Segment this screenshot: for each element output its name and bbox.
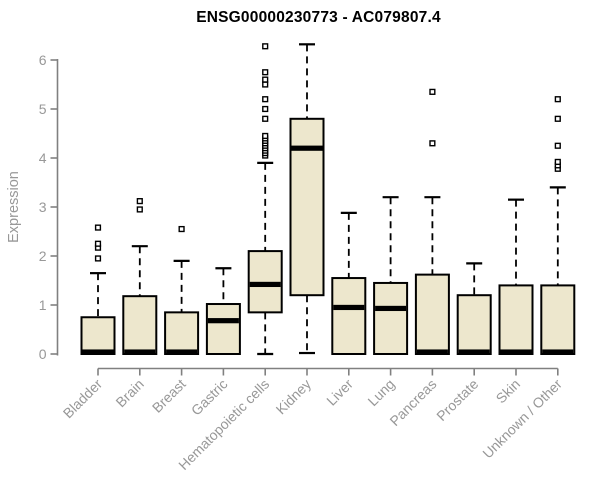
iqr-box [331,277,367,355]
y-tick-label: 0 [39,346,47,362]
y-axis-title: Expression [6,171,22,243]
iqr-box [247,250,283,314]
median-line [542,349,574,355]
outlier-point [136,198,143,205]
boxplot-breast [164,225,200,356]
outlier-point [554,158,561,166]
outlier-point [429,140,436,147]
boxplot-brain [122,198,158,355]
median-line [124,349,156,355]
iqr-box [414,273,450,355]
boxplot-skin [498,198,534,355]
boxplot-hematopoietic-cells [247,43,283,356]
outlier-point [94,240,102,247]
outlier-point [262,43,269,50]
iqr-box [205,303,241,355]
x-tick-label-kidney: Kidney [273,376,315,418]
outlier-point [262,76,269,83]
boxplot-pancreas [414,88,450,355]
median-line [416,349,448,355]
y-tick-label: 6 [39,52,47,68]
x-tick-label-breast: Breast [149,376,189,416]
outlier-point [178,225,185,233]
boxplot-kidney [289,43,325,355]
iqr-box [289,117,325,297]
x-tick-label-prostate: Prostate [433,376,481,424]
outlier-point [554,96,561,103]
y-tick-label: 5 [39,101,47,117]
median-line [333,304,365,311]
x-tick-label-bladder: Bladder [60,376,106,422]
iqr-box [164,311,200,356]
iqr-box [498,284,534,355]
boxplot-unknown-other [540,96,576,355]
median-line [375,305,407,312]
chart-title: ENSG00000230773 - AC079807.4 [196,9,441,26]
outlier-point [554,115,561,122]
boxplot-prostate [456,262,492,356]
median-line [458,349,490,355]
boxplot-lung [373,196,409,356]
x-tick-label-brain: Brain [112,376,146,410]
y-axis: 0 1 2 3 4 5 6 [39,52,59,362]
outlier-point [94,255,102,262]
median-line [207,318,239,324]
x-tick-label-liver: Liver [323,376,356,409]
y-tick-label: 1 [39,297,47,313]
boxplot-liver [331,211,367,355]
outlier-point [554,142,561,149]
median-line [82,349,114,355]
outlier-point [262,115,269,122]
iqr-box [122,295,158,355]
boxplot-bladder [80,224,116,355]
iqr-box [373,281,409,356]
outlier-point [262,105,269,113]
iqr-box [456,294,492,356]
outlier-point [262,69,269,76]
y-tick-label: 2 [39,248,47,264]
median-line [166,349,198,355]
median-line [291,145,323,151]
y-tick-label: 4 [39,150,47,166]
iqr-box [540,284,576,355]
outlier-point [262,96,269,103]
x-tick-label-unknown-other: Unknown / Other [479,376,565,462]
boxplot-gastric [205,267,241,355]
y-tick-label: 3 [39,199,47,215]
outlier-point [136,206,143,213]
median-line [249,281,281,288]
outlier-point [262,81,269,88]
median-line [500,349,532,355]
outlier-point [94,224,102,231]
outlier-point [262,132,269,140]
x-tick-label-skin: Skin [493,376,524,407]
outlier-point [429,88,436,95]
x-tick-label-lung: Lung [364,376,397,409]
iqr-box [80,316,116,355]
